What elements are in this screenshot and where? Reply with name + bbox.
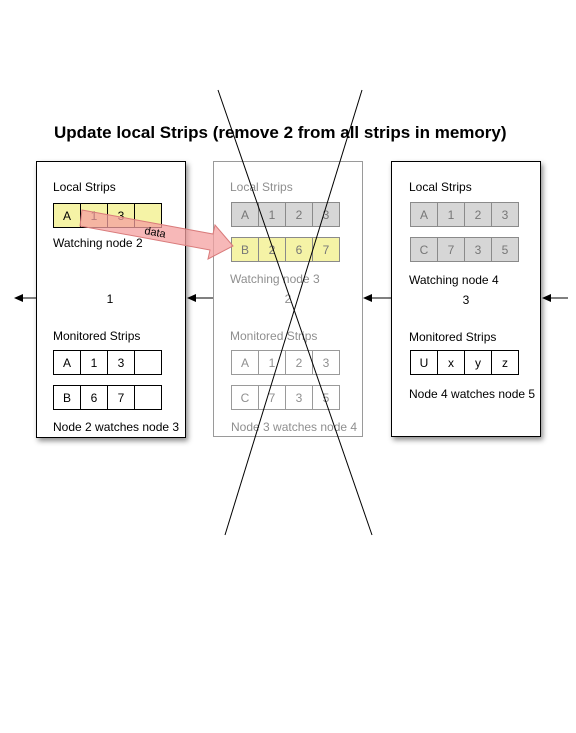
watching-label: Watching node 3 xyxy=(230,272,320,286)
monitored-strips-label: Monitored Strips xyxy=(409,330,497,344)
strip-cell: 7 xyxy=(312,237,340,262)
monitored-strips-label: Monitored Strips xyxy=(230,329,318,343)
monitored-strip: A 1 2 3 xyxy=(231,350,340,375)
strip-cell xyxy=(134,350,162,375)
strip-cell: 7 xyxy=(437,237,465,262)
node-footer: Node 4 watches node 5 xyxy=(409,387,536,401)
strip-cell: C xyxy=(231,385,259,410)
monitored-strip: A 1 3 xyxy=(53,350,162,375)
node-middle: Local Strips A 1 2 3 B 2 6 7 Watching no… xyxy=(213,161,363,437)
local-strips-label: Local Strips xyxy=(230,180,293,194)
local-strip: B 2 6 7 xyxy=(231,237,340,262)
strip-cell: A xyxy=(231,350,259,375)
watching-label: Watching node 4 xyxy=(409,273,499,287)
cross-out-line xyxy=(224,89,363,536)
strip-cell: 5 xyxy=(312,385,340,410)
monitored-strip: U x y z xyxy=(410,350,519,375)
node-number: 3 xyxy=(462,293,470,307)
node-footer: Node 2 watches node 3 xyxy=(53,420,180,434)
strip-cell: 3 xyxy=(491,202,519,227)
data-arrow xyxy=(79,209,234,260)
node-number: 2 xyxy=(284,292,292,306)
strip-cell: z xyxy=(491,350,519,375)
strip-cell: 6 xyxy=(285,237,313,262)
watching-label: Watching node 2 xyxy=(53,236,143,250)
local-strip: A 1 2 3 xyxy=(231,202,340,227)
local-strips-label: Local Strips xyxy=(409,180,472,194)
strip-cell xyxy=(134,385,162,410)
node-left: Local Strips A 1 3 Watching node 2 1 Mon… xyxy=(36,161,186,438)
strip-cell: 3 xyxy=(312,350,340,375)
local-strip: C 7 3 5 xyxy=(410,237,519,262)
strip-cell: 3 xyxy=(464,237,492,262)
local-strip: A 1 2 3 xyxy=(410,202,519,227)
monitored-strips-label: Monitored Strips xyxy=(53,329,141,343)
node-number: 1 xyxy=(106,292,114,306)
node-footer: Node 3 watches node 4 xyxy=(231,420,358,434)
strip-cell: 2 xyxy=(464,202,492,227)
local-strips-label: Local Strips xyxy=(53,180,116,194)
cross-out-line xyxy=(217,89,373,536)
strip-cell: 2 xyxy=(285,350,313,375)
page-title: Update local Strips (remove 2 from all s… xyxy=(54,123,507,142)
monitored-strip: B 6 7 xyxy=(53,385,162,410)
node-right: Local Strips A 1 2 3 C 7 3 5 Watching no… xyxy=(391,161,541,437)
strip-cell: 2 xyxy=(285,202,313,227)
strip-cell: 1 xyxy=(258,350,286,375)
data-arrow-label: data xyxy=(143,225,167,241)
strip-cell: A xyxy=(410,202,438,227)
monitored-strip: C 7 3 5 xyxy=(231,385,340,410)
strip-cell: 1 xyxy=(437,202,465,227)
strip-cell: 7 xyxy=(258,385,286,410)
strip-cell: 5 xyxy=(491,237,519,262)
